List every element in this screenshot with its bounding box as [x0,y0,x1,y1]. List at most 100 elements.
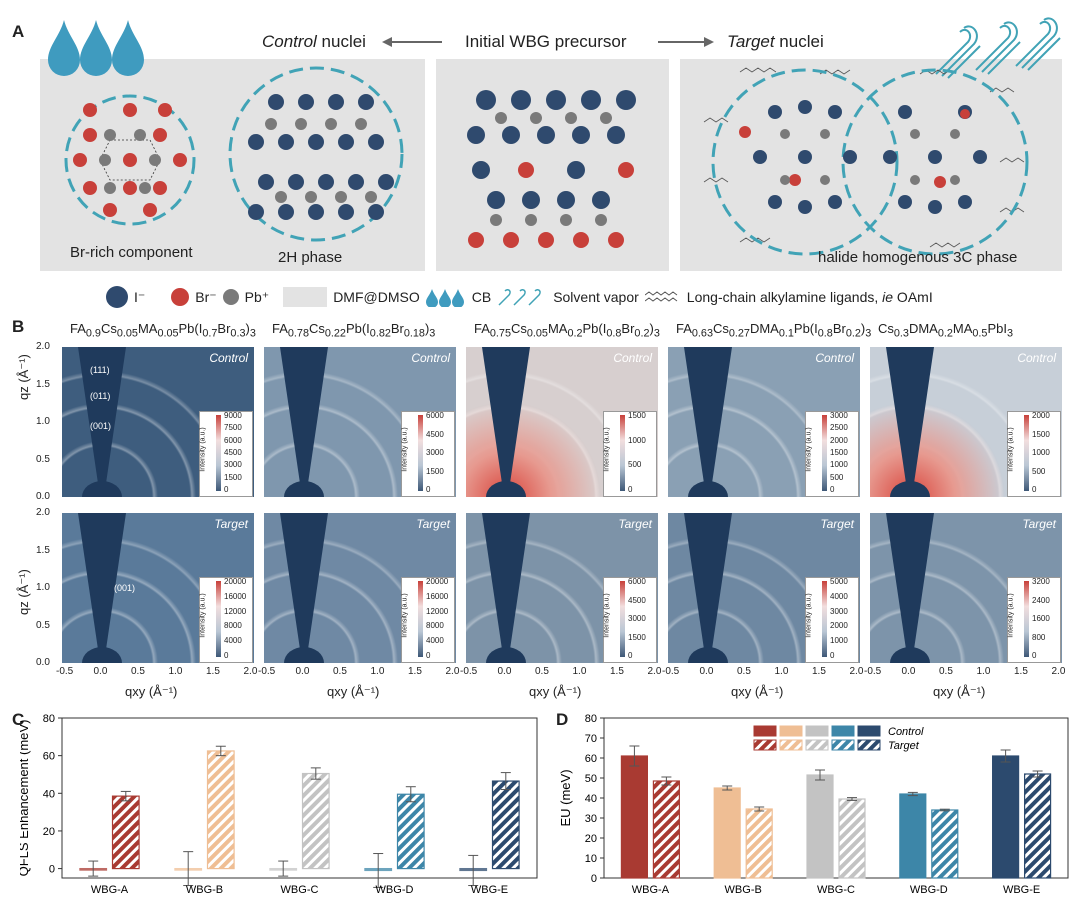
y-tick-label: 0 [591,873,597,885]
legend-control-swatch [805,725,829,737]
panel-d-letter: D [556,710,569,729]
giwaxs-column-title: FA0.9Cs0.05MA0.05Pb(I0.7Br0.3)3 [70,321,256,340]
solvent-label: DMF@DMSO [333,289,420,305]
iodide-label: I⁻ [134,288,146,305]
row-tag: Control [815,351,854,365]
legend-control-swatch [753,725,777,737]
qxy-ticks: -0.5 0.0 0.5 1.0 1.5 2.0 [662,666,864,677]
3c-phase-label: halide homogenous 3C phase [818,249,1018,266]
intensity-colorbar: Intensity (a.u.) 1500 1000 500 0 [603,411,657,497]
lead-swatch [222,289,239,305]
row-tag: Target [214,517,248,531]
legend-target-swatch [831,739,855,751]
giwaxs-target-map: Target Intensity (a.u.) 6000 4500 3000 1500 0 [466,513,658,663]
y-tick-label: 60 [43,751,55,763]
precursor-illustration [467,90,636,248]
qxy-ticks: -0.5 0.0 0.5 1.0 1.5 2.0 [460,666,662,677]
y-tick-label: 60 [585,753,597,765]
y-tick-label: 40 [585,793,597,805]
legend-target-label: Target [888,740,920,752]
arrow-right-icon [658,37,714,47]
cb-drop-legend-icon [425,289,464,307]
iodide-swatch [106,286,128,308]
target-bar [652,780,680,879]
giwaxs-column-title: FA0.75Cs0.05MA0.2Pb(I0.8Br0.2)3 [474,321,660,340]
vapor-label: Solvent vapor [553,289,639,305]
category-label: WBG-A [632,884,670,895]
category-label: WBG-A [91,884,129,895]
y-tick-label: 70 [585,733,597,745]
giwaxs-control-map: Control Intensity (a.u.) 3000 2500 2000 1500 1… [668,347,860,497]
target-bar [206,750,235,870]
cb-drops-icon [48,20,144,76]
vapor-legend-icon [498,289,541,306]
control-bar [713,787,741,879]
br-rich-label: Br-rich component [70,244,193,261]
control-nuclei-title: Control nuclei [262,32,366,51]
intensity-colorbar: Intensity (a.u.) 20000 16000 12000 8000 4000 0 [199,577,253,663]
peak-label: (001) [114,583,136,593]
giwaxs-control-map: Control Intensity (a.u.) 6000 4500 3000 1500 0 [264,347,456,497]
control-bar [620,755,648,879]
qxy-ticks: -0.5 0.0 0.5 1.0 1.5 2.0 [864,666,1066,677]
y-tick-label: 80 [43,713,55,725]
control-bar [992,755,1020,879]
row-tag: Control [411,351,450,365]
legend-target-swatch [857,739,881,751]
2h-phase-label: 2H phase [278,249,343,266]
giwaxs-column-title: FA0.78Cs0.22Pb(I0.82Br0.18)3 [272,321,436,340]
target-bar [745,808,773,879]
qz-tick: 1.0 [36,582,50,593]
bromide-swatch [171,288,190,306]
category-label: WBG-C [817,884,855,895]
qz-tick: 0.0 [36,491,50,502]
target-bar [396,793,425,870]
legend-target-swatch [805,739,829,751]
row-tag: Target [618,517,652,531]
qxy-axis-label: qxy (Å⁻¹) [327,684,380,699]
control-bar [899,793,927,879]
intensity-colorbar: Intensity (a.u.) 6000 4500 3000 1500 0 [401,411,455,497]
giwaxs-column-title: FA0.63Cs0.27DMA0.1Pb(I0.8Br0.2)3 [676,321,872,340]
target-bar [301,772,330,870]
qz-tick: 1.5 [36,378,50,390]
legend-control-swatch [857,725,881,737]
row-tag: Target [416,517,450,531]
intensity-colorbar: Intensity (a.u.) 3000 2500 2000 1500 1000 500 0 [805,411,859,497]
y-tick-label: 10 [585,853,597,865]
target-bar [838,798,866,879]
intensity-colorbar: Intensity (a.u.) 2000 1500 1000 500 0 [1007,411,1061,497]
qxy-axis-label: qxy (Å⁻¹) [731,684,784,699]
row-tag: Control [209,351,248,365]
2h-phase-illustration [228,66,404,242]
intensity-colorbar: Intensity (a.u.) 6000 4500 3000 1500 0 [603,577,657,663]
y-tick-label: 0 [49,864,55,876]
legend-control-swatch [779,725,803,737]
cb-label: CB [471,289,492,305]
intensity-colorbar: Intensity (a.u.) 9000 7500 6000 4500 3000 1500… [199,411,253,497]
peak-label: (001) [90,421,112,431]
lead-label: Pb⁺ [244,288,270,305]
category-label: WBG-D [376,884,414,895]
arrow-left-icon [382,37,442,47]
y-tick-label: 40 [43,788,55,800]
br-rich-illustration [64,94,196,226]
legend-target-swatch [779,739,803,751]
qz-tick: 0.5 [36,453,50,465]
category-label: WBG-E [471,884,508,895]
giwaxs-target-map: Target Intensity (a.u.) 20000 16000 12000 800… [62,513,254,663]
plot-frame [61,717,538,879]
target-nuclei-title: Target nuclei [727,32,824,51]
category-label: WBG-B [725,884,762,895]
panel-b-letter: B [12,317,25,336]
intensity-colorbar: Intensity (a.u.) 3200 2400 1600 800 0 [1007,577,1061,663]
y-axis-label: EU (meV) [560,769,573,826]
qz-tick: 1.0 [36,416,50,427]
row-tag: Target [1022,517,1056,531]
panel-c-letter: C [12,710,25,729]
target-bar [931,809,959,879]
qz-tick: 2.0 [36,341,50,352]
3c-phase-illustration [703,67,1029,256]
qxy-ticks: -0.5 0.0 0.5 1.0 1.5 2.0 [56,666,258,677]
legend-control-swatch [831,725,855,737]
